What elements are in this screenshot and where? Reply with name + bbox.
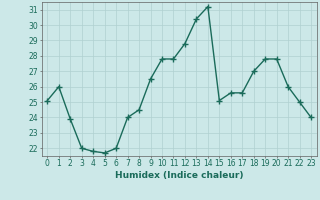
X-axis label: Humidex (Indice chaleur): Humidex (Indice chaleur): [115, 171, 244, 180]
